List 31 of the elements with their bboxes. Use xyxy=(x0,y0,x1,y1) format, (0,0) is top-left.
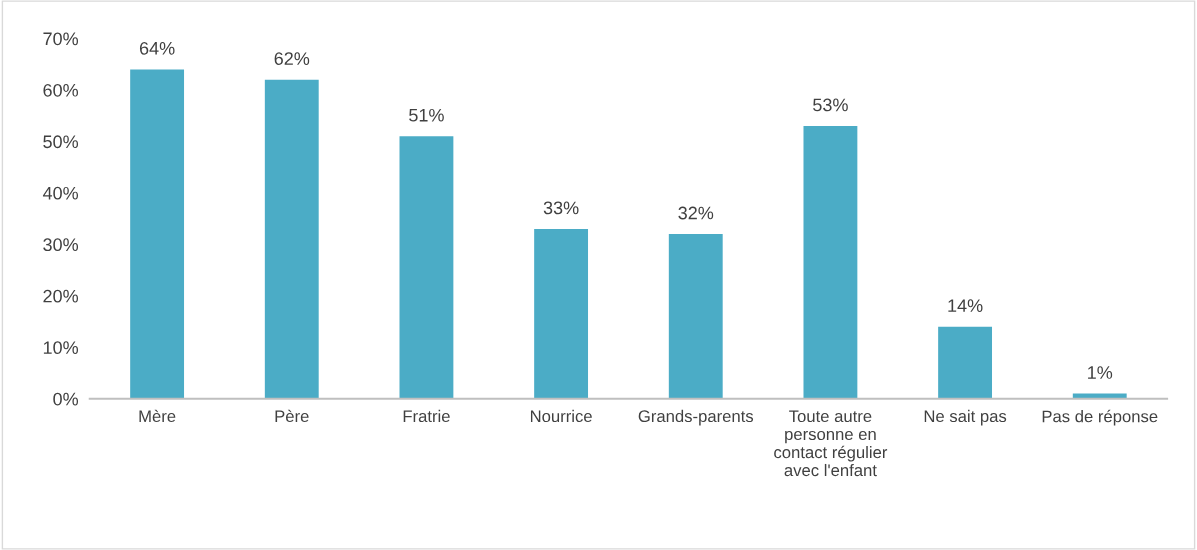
data-label: 33% xyxy=(543,201,579,215)
bar xyxy=(399,136,454,399)
x-tick-label: Nourrice xyxy=(530,409,592,423)
x-tick-label: Fratrie xyxy=(403,409,450,423)
y-tick-label: 20% xyxy=(43,289,79,303)
bar xyxy=(803,125,858,399)
y-tick-label: 40% xyxy=(42,186,79,200)
x-tick-label: Ne sait pas xyxy=(924,409,1007,426)
data-label: 53% xyxy=(813,98,848,112)
x-tick-label: Toute autre personne en contact régulier avec l'enfant xyxy=(774,410,888,477)
bar xyxy=(668,234,723,399)
y-tick-label: 30% xyxy=(43,238,79,252)
y-tick-label: 50% xyxy=(43,135,79,149)
y-tick-label: 60% xyxy=(43,83,79,97)
x-tick-label: Père xyxy=(275,409,309,423)
bar xyxy=(130,69,185,399)
x-tick-label: Pas de réponse xyxy=(1042,409,1158,426)
data-label: 14% xyxy=(948,299,983,312)
y-tick-label: 10% xyxy=(43,341,79,355)
x-tick-label: Mère xyxy=(139,409,176,423)
bar xyxy=(938,326,993,399)
data-label: 51% xyxy=(409,108,444,122)
bar xyxy=(534,228,589,399)
data-label: 64% xyxy=(139,41,175,55)
x-tick-label: Grands-parents xyxy=(638,409,754,426)
data-label: 1% xyxy=(1088,366,1113,379)
y-tick-label: 70% xyxy=(43,32,79,46)
y-tick-label: 0% xyxy=(53,392,79,406)
data-label: 32% xyxy=(678,206,714,220)
bar xyxy=(264,79,319,399)
data-label: 62% xyxy=(274,52,310,65)
